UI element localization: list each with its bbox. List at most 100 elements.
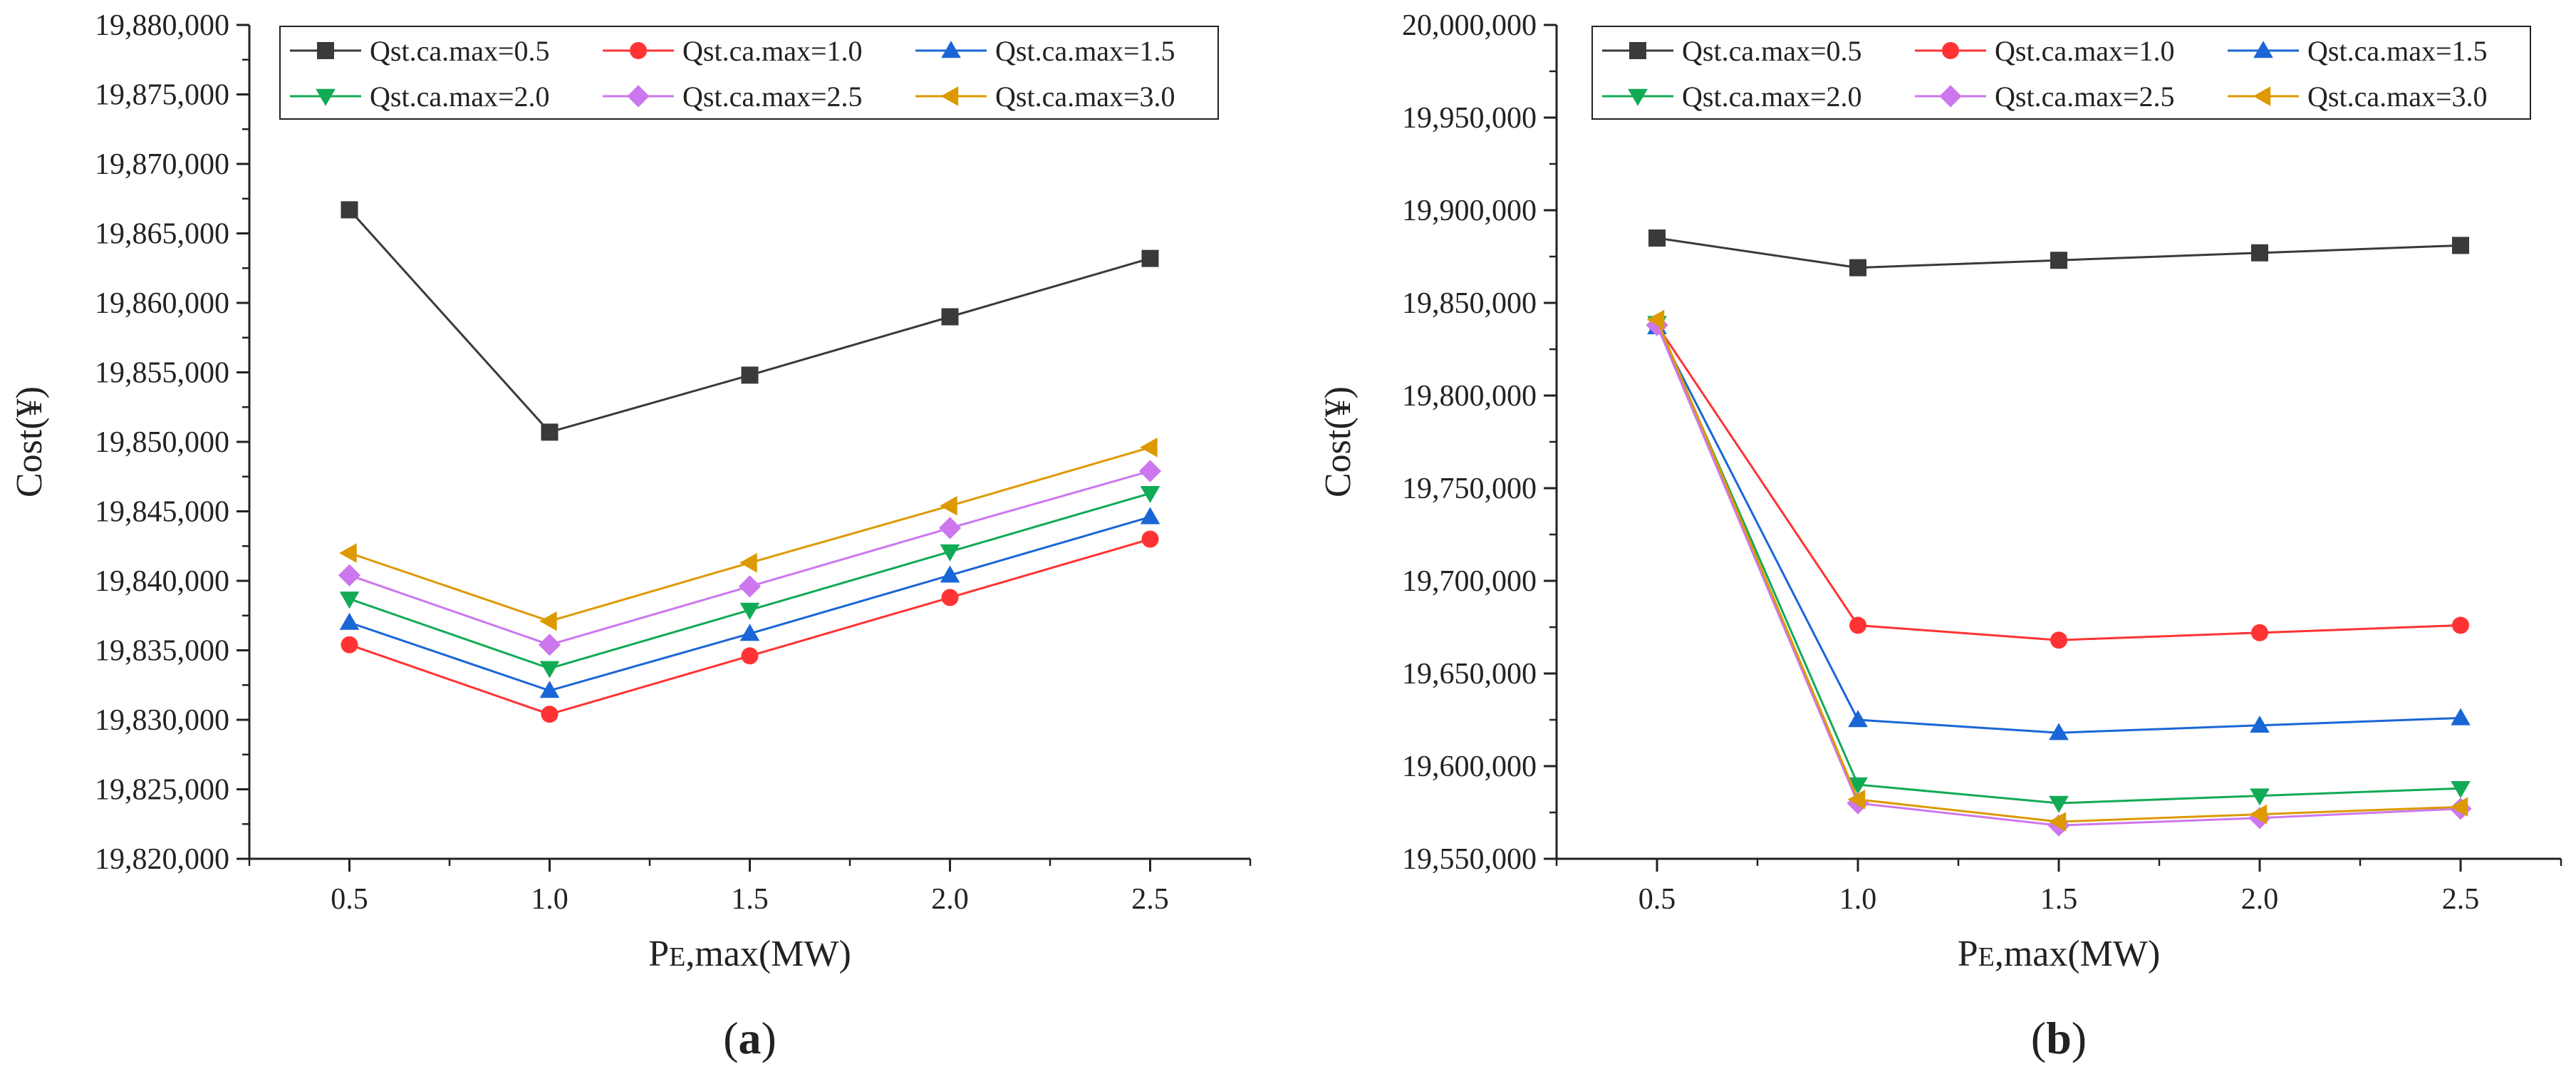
y-tick-label: 19,650,000 [1402, 658, 1537, 691]
legend-item: Qst.ca.max=3.0 [915, 81, 1175, 113]
legend-box [1591, 26, 2531, 120]
y-axis-label: Cost(¥) [1318, 386, 1359, 497]
y-tick-label: 19,880,000 [95, 9, 229, 42]
legend-marker [2253, 86, 2271, 106]
data-point [940, 495, 957, 516]
data-point [339, 612, 360, 630]
data-point [941, 308, 959, 326]
series-Qst.ca.max=3.0 [1646, 309, 2468, 832]
legend-label: Qst.ca.max=1.0 [1995, 35, 2175, 67]
legend-item: Qst.ca.max=1.5 [2228, 35, 2488, 67]
data-point [539, 661, 560, 678]
data-point [339, 543, 357, 563]
y-tick-label: 19,875,000 [95, 79, 229, 112]
legend-item: Qst.ca.max=0.5 [1602, 35, 1862, 67]
data-point [1849, 259, 1866, 277]
legend-label: Qst.ca.max=2.5 [1995, 81, 2175, 113]
series-Qst.ca.max=2.5 [1646, 314, 2472, 837]
data-point [940, 565, 960, 583]
legend-marker [317, 42, 334, 59]
legend-marker [1628, 88, 1648, 106]
series-line [1656, 326, 2461, 734]
data-point [738, 575, 762, 598]
legend-item: Qst.ca.max=1.0 [1915, 35, 2175, 67]
y-tick-label: 19,830,000 [95, 704, 229, 737]
data-point [2452, 237, 2469, 254]
legend-marker [627, 85, 650, 108]
data-point [1847, 790, 1866, 810]
series-line [1656, 324, 2461, 827]
legend-item: Qst.ca.max=2.5 [603, 81, 863, 113]
data-point [941, 589, 959, 606]
data-point [2049, 723, 2069, 740]
y-tick-label: 20,000,000 [1402, 9, 1537, 42]
x-tick-label: 2.0 [931, 883, 969, 916]
data-point [1141, 249, 1159, 267]
legend-marker [940, 86, 959, 106]
x-tick-label: 1.0 [531, 883, 568, 916]
legend-item: Qst.ca.max=1.0 [603, 35, 863, 67]
legend-item: Qst.ca.max=2.0 [1602, 81, 1862, 113]
data-point [1646, 309, 1665, 330]
data-point [2250, 716, 2270, 733]
series-Qst.ca.max=1.0 [341, 530, 1159, 723]
legend-marker [1942, 42, 1959, 59]
legend-label: Qst.ca.max=0.5 [1682, 35, 1862, 67]
data-point [2050, 252, 2067, 269]
legend-label: Qst.ca.max=3.0 [995, 81, 1175, 113]
data-point [1848, 777, 1868, 795]
legend-label: Qst.ca.max=1.5 [2307, 35, 2488, 67]
legend-label: Qst.ca.max=1.0 [682, 35, 863, 67]
series-Qst.ca.max=1.5 [1647, 317, 2471, 740]
legend-marker [316, 88, 336, 106]
legend-marker [941, 41, 961, 58]
y-tick-label: 19,600,000 [1402, 750, 1537, 783]
data-point [938, 517, 962, 540]
data-point [541, 423, 559, 441]
y-tick-label: 19,865,000 [95, 218, 229, 251]
data-point [1140, 438, 1158, 458]
data-point [741, 647, 759, 665]
y-axis-label: Cost(¥) [9, 386, 50, 497]
y-tick-label: 19,700,000 [1402, 565, 1537, 598]
data-point [739, 624, 760, 641]
legend-marker [1629, 42, 1646, 59]
data-point [541, 706, 559, 723]
legend-item: Qst.ca.max=2.0 [290, 81, 550, 113]
data-point [1848, 710, 1868, 728]
legend-label: Qst.ca.max=2.5 [682, 81, 863, 113]
data-point [2249, 804, 2268, 825]
y-tick-label: 19,900,000 [1402, 195, 1537, 227]
y-tick-label: 19,855,000 [95, 357, 229, 390]
data-point [2451, 781, 2471, 798]
x-tick-label: 2.0 [2241, 883, 2279, 916]
legend-item: Qst.ca.max=3.0 [2228, 81, 2488, 113]
legend-item: Qst.ca.max=1.5 [915, 35, 1175, 67]
data-point [339, 592, 360, 609]
data-point [2251, 624, 2268, 641]
data-point [341, 636, 358, 654]
panel-label: (a) [723, 1013, 777, 1063]
data-point [2049, 795, 2069, 813]
y-tick-label: 19,820,000 [95, 843, 229, 876]
data-point [2250, 788, 2270, 806]
series-line [1656, 319, 2461, 823]
y-tick-label: 19,860,000 [95, 287, 229, 320]
y-tick-label: 19,840,000 [95, 565, 229, 598]
data-point [739, 602, 760, 620]
data-point [1140, 507, 1160, 525]
legend-box [279, 26, 1219, 120]
data-point [739, 552, 757, 573]
legend-label: Qst.ca.max=2.0 [370, 81, 550, 113]
y-tick-label: 19,870,000 [95, 148, 229, 181]
legend-label: Qst.ca.max=0.5 [370, 35, 550, 67]
data-point [2450, 797, 2468, 817]
x-tick-label: 0.5 [331, 883, 368, 916]
data-point [1141, 530, 1159, 548]
y-tick-label: 19,845,000 [95, 496, 229, 529]
chart-panel-a: 19,820,000 19,825,000 19,830,000 19,835,000… [9, 9, 1252, 1063]
data-point [1849, 616, 1866, 634]
series-Qst.ca.max=0.5 [1648, 229, 2469, 277]
data-point [2451, 708, 2471, 726]
